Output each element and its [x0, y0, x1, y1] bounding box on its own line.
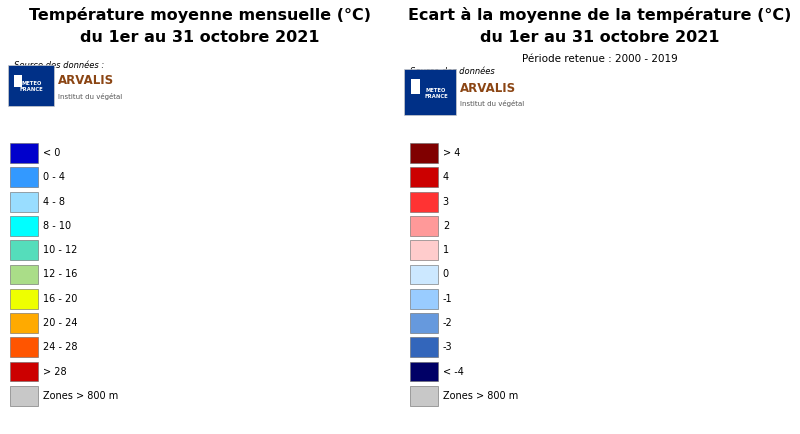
Bar: [410, 337, 438, 357]
Bar: [10, 386, 38, 406]
Text: 10 - 12: 10 - 12: [43, 245, 77, 255]
Text: -1: -1: [443, 294, 453, 304]
Text: -2: -2: [443, 318, 453, 328]
Bar: [410, 168, 438, 187]
Bar: [411, 79, 421, 94]
Text: 3: 3: [443, 197, 449, 207]
Text: METEO
FRANCE: METEO FRANCE: [19, 82, 43, 92]
Text: 0: 0: [443, 270, 449, 279]
Text: Zones > 800 m: Zones > 800 m: [43, 391, 118, 401]
Bar: [10, 362, 38, 381]
Text: 12 - 16: 12 - 16: [43, 270, 77, 279]
Bar: [14, 75, 22, 87]
Text: Source des données: Source des données: [410, 67, 494, 76]
Bar: [410, 216, 438, 236]
Bar: [10, 240, 38, 260]
Text: ARVALIS: ARVALIS: [460, 82, 516, 95]
Text: 2: 2: [443, 221, 449, 231]
Bar: [10, 289, 38, 309]
Text: 24 - 28: 24 - 28: [43, 342, 78, 352]
Text: 4 - 8: 4 - 8: [43, 197, 65, 207]
Bar: [10, 313, 38, 333]
FancyBboxPatch shape: [8, 65, 54, 106]
Text: 0 - 4: 0 - 4: [43, 172, 65, 182]
Bar: [410, 143, 438, 163]
Text: Zones > 800 m: Zones > 800 m: [443, 391, 518, 401]
Text: 8 - 10: 8 - 10: [43, 221, 71, 231]
Bar: [410, 289, 438, 309]
Bar: [410, 265, 438, 284]
Bar: [410, 386, 438, 406]
Text: Source des données :: Source des données :: [14, 61, 104, 70]
Text: 4: 4: [443, 172, 449, 182]
Text: 1: 1: [443, 245, 449, 255]
Bar: [410, 240, 438, 260]
Text: > 4: > 4: [443, 148, 460, 158]
Bar: [10, 143, 38, 163]
FancyBboxPatch shape: [404, 69, 456, 115]
Bar: [410, 192, 438, 212]
Text: -3: -3: [443, 342, 453, 352]
Text: ARVALIS: ARVALIS: [58, 74, 114, 87]
Text: du 1er au 31 octobre 2021: du 1er au 31 octobre 2021: [80, 30, 320, 46]
Bar: [410, 362, 438, 381]
Text: Température moyenne mensuelle (°C): Température moyenne mensuelle (°C): [29, 7, 371, 23]
Text: METEO
FRANCE: METEO FRANCE: [424, 88, 448, 99]
Bar: [410, 313, 438, 333]
Text: < -4: < -4: [443, 367, 464, 377]
Text: > 28: > 28: [43, 367, 66, 377]
Text: du 1er au 31 octobre 2021: du 1er au 31 octobre 2021: [480, 30, 720, 46]
Bar: [10, 337, 38, 357]
Text: Institut du végétal: Institut du végétal: [58, 93, 122, 100]
Text: < 0: < 0: [43, 148, 60, 158]
Text: 16 - 20: 16 - 20: [43, 294, 77, 304]
Text: 20 - 24: 20 - 24: [43, 318, 78, 328]
Text: Institut du végétal: Institut du végétal: [460, 100, 524, 107]
Bar: [10, 265, 38, 284]
Bar: [10, 168, 38, 187]
Bar: [10, 192, 38, 212]
Text: Période retenue : 2000 - 2019: Période retenue : 2000 - 2019: [522, 54, 678, 64]
Bar: [10, 216, 38, 236]
Text: Ecart à la moyenne de la température (°C): Ecart à la moyenne de la température (°C…: [408, 7, 792, 23]
